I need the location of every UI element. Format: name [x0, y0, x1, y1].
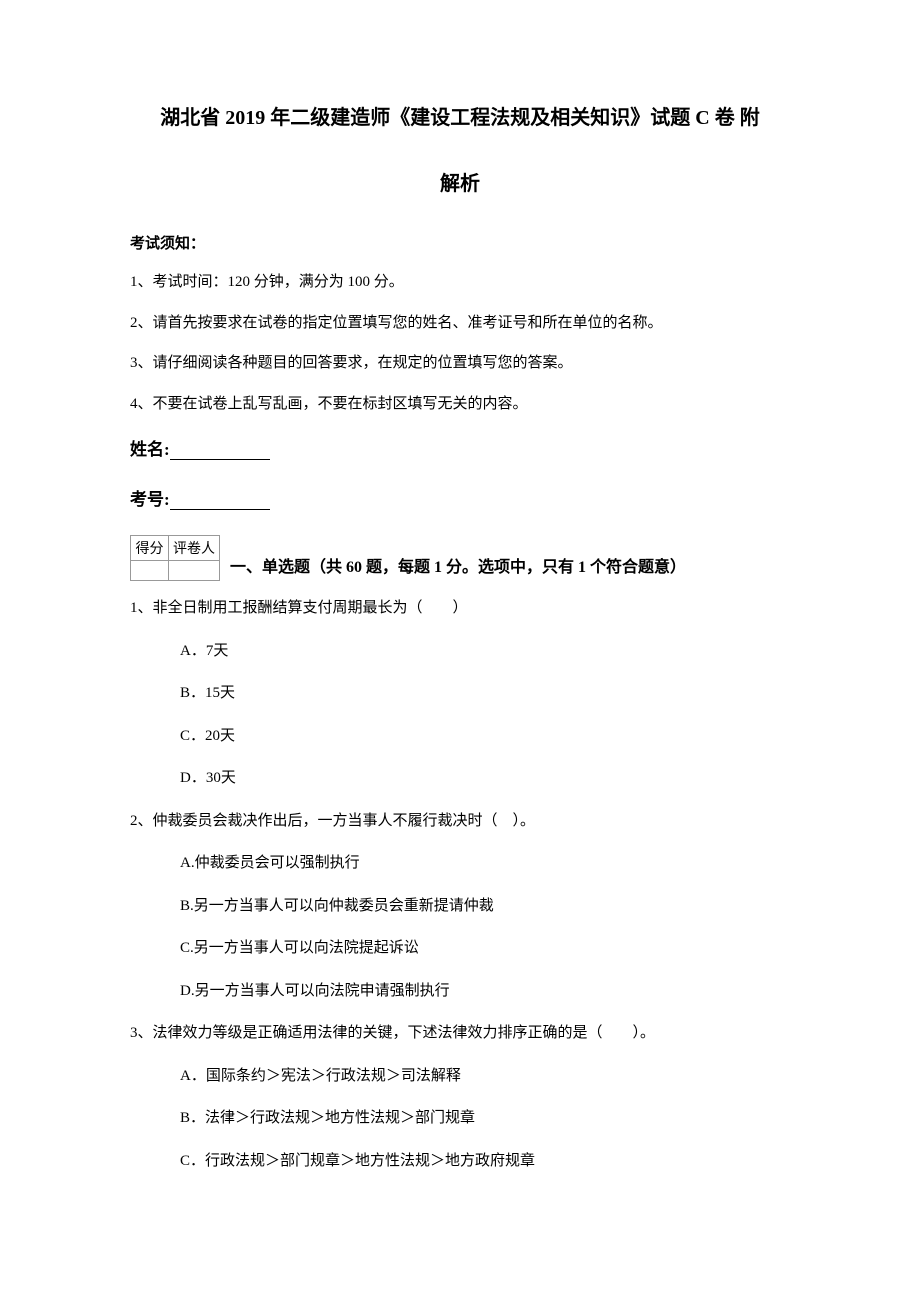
score-section: 得分 评卷人 一、单选题（共 60 题，每题 1 分。选项中，只有 1 个符合题… — [130, 535, 790, 581]
question-text: 2、仲裁委员会裁决作出后，一方当事人不履行裁决时（ ）。 — [130, 810, 790, 833]
grader-header-cell: 评卷人 — [169, 536, 220, 561]
score-value-cell — [131, 561, 169, 581]
notice-item: 2、请首先按要求在试卷的指定位置填写您的姓名、准考证号和所在单位的名称。 — [130, 312, 790, 335]
notice-item: 4、不要在试卷上乱写乱画，不要在标封区填写无关的内容。 — [130, 393, 790, 416]
exam-title-line1: 湖北省 2019 年二级建造师《建设工程法规及相关知识》试题 C 卷 附 — [130, 100, 790, 136]
notice-header: 考试须知： — [130, 232, 790, 253]
exam-title-line2: 解析 — [130, 166, 790, 202]
question-option: A．国际条约＞宪法＞行政法规＞司法解释 — [180, 1065, 790, 1088]
question-text: 1、非全日制用工报酬结算支付周期最长为（ ） — [130, 597, 790, 620]
question-option: C.另一方当事人可以向法院提起诉讼 — [180, 937, 790, 960]
score-header-cell: 得分 — [131, 536, 169, 561]
number-field-line: 考号: — [130, 485, 790, 510]
question-option: B．法律＞行政法规＞地方性法规＞部门规章 — [180, 1107, 790, 1130]
question-option: C．行政法规＞部门规章＞地方性法规＞地方政府规章 — [180, 1150, 790, 1173]
question-option: C．20天 — [180, 725, 790, 748]
score-table: 得分 评卷人 — [130, 535, 220, 581]
question-text: 3、法律效力等级是正确适用法律的关键，下述法律效力排序正确的是（ ）。 — [130, 1022, 790, 1045]
number-blank — [170, 493, 270, 510]
table-row: 得分 评卷人 — [131, 536, 220, 561]
question-option: D.另一方当事人可以向法院申请强制执行 — [180, 980, 790, 1003]
question-option: A．7天 — [180, 640, 790, 663]
notice-item: 1、考试时间：120 分钟，满分为 100 分。 — [130, 271, 790, 294]
section-title: 一、单选题（共 60 题，每题 1 分。选项中，只有 1 个符合题意） — [230, 553, 686, 581]
notice-item: 3、请仔细阅读各种题目的回答要求，在规定的位置填写您的答案。 — [130, 352, 790, 375]
name-field-line: 姓名: — [130, 435, 790, 460]
number-label: 考号: — [130, 490, 170, 509]
question-option: B.另一方当事人可以向仲裁委员会重新提请仲裁 — [180, 895, 790, 918]
table-row — [131, 561, 220, 581]
question-option: D．30天 — [180, 767, 790, 790]
question-option: A.仲裁委员会可以强制执行 — [180, 852, 790, 875]
name-blank — [170, 443, 270, 460]
grader-value-cell — [169, 561, 220, 581]
name-label: 姓名: — [130, 440, 170, 459]
question-option: B．15天 — [180, 682, 790, 705]
